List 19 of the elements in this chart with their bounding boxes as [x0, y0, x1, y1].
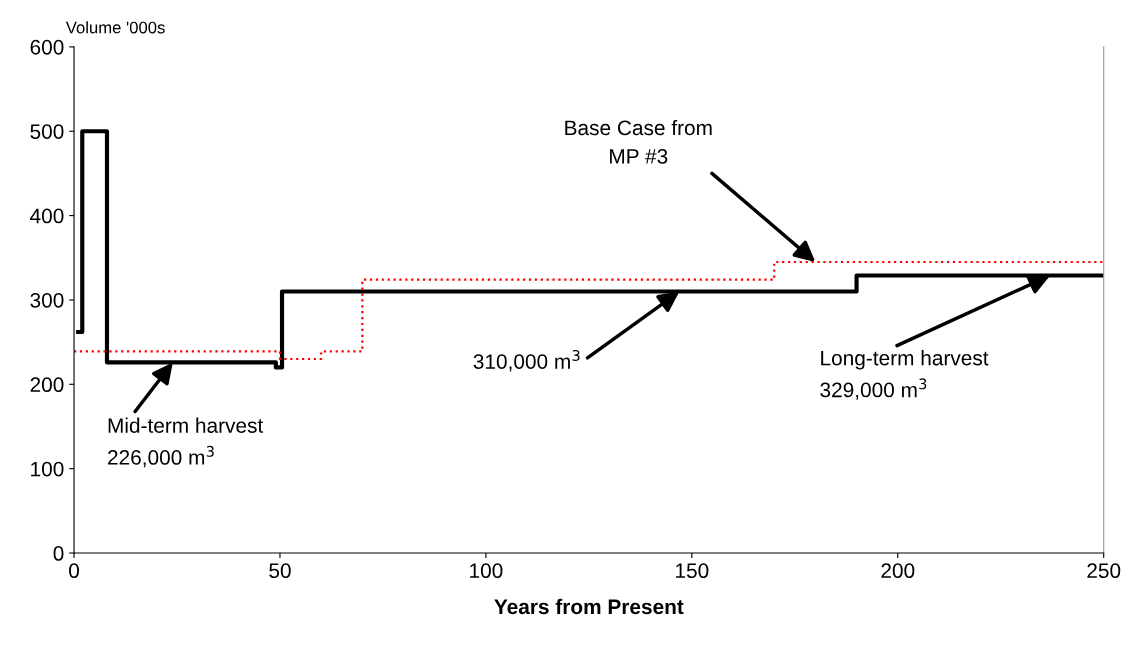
y-axis-title: Volume '000s — [65, 21, 165, 34]
annotation: Mid-term harvest 226,000 m$^{3}$ — [108, 417, 264, 468]
x-tick-label: 50 — [269, 563, 291, 579]
y-tick-label: 600 — [30, 39, 64, 55]
y-tick-label: 400 — [30, 208, 64, 224]
y-tick-label: 100 — [31, 461, 64, 477]
x-tick-label: 100 — [470, 563, 503, 579]
x-tick-label: 200 — [881, 563, 915, 579]
x-tick-label: 150 — [676, 563, 709, 579]
annotation: 310,000 m$^{3}$ — [473, 349, 580, 372]
y-tick-label: 300 — [30, 292, 64, 308]
annotation: Base Case from MP #3 — [565, 119, 712, 164]
y-tick-label: 500 — [30, 124, 64, 139]
y-tick-label: 0 — [53, 546, 64, 561]
x-tick-label: 250 — [1087, 563, 1121, 579]
x-axis-title: Years from Present — [494, 598, 684, 615]
annotation: Long-term harvest 329,000 m$^{3}$ — [820, 350, 989, 400]
x-tick-label: 0 — [69, 563, 80, 579]
y-tick-label: 200 — [30, 377, 64, 393]
